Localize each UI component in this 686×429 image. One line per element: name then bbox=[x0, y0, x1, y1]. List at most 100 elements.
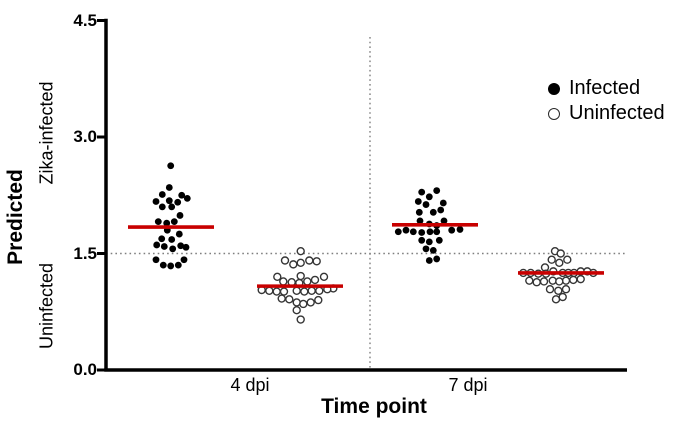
x-axis-title: Time point bbox=[321, 395, 427, 418]
data-point-open bbox=[545, 285, 555, 294]
data-point-filled bbox=[416, 217, 424, 225]
data-point-open bbox=[554, 286, 563, 295]
data-point-filled bbox=[394, 228, 402, 236]
data-point-open bbox=[303, 277, 312, 286]
data-point-open bbox=[285, 295, 294, 304]
data-point-filled bbox=[429, 208, 437, 216]
data-point-open bbox=[561, 285, 571, 294]
legend-label: Infected bbox=[569, 77, 641, 99]
data-point-filled bbox=[439, 199, 447, 207]
y-tick-label: 0.0 bbox=[73, 360, 97, 379]
data-point-filled bbox=[176, 212, 184, 219]
data-point-filled bbox=[165, 197, 173, 205]
data-point-filled bbox=[425, 238, 433, 246]
data-point-filled bbox=[178, 191, 186, 199]
data-point-open bbox=[312, 257, 321, 266]
data-point-filled bbox=[158, 191, 166, 198]
data-point-filled bbox=[422, 201, 430, 208]
data-point-open bbox=[279, 277, 288, 286]
data-point-filled bbox=[456, 226, 464, 233]
data-point-filled bbox=[177, 242, 185, 250]
filled-circle-icon bbox=[548, 82, 560, 95]
data-point-filled bbox=[152, 256, 160, 264]
data-point-filled bbox=[409, 228, 417, 236]
data-point-open bbox=[547, 255, 556, 264]
y-region-label-upper: Zika-infected bbox=[36, 81, 57, 185]
data-point-open bbox=[555, 258, 564, 268]
data-point-open bbox=[539, 277, 549, 286]
data-point-filled bbox=[167, 262, 175, 270]
data-point-open bbox=[569, 275, 578, 285]
data-point-filled bbox=[448, 226, 456, 234]
open-circle-icon bbox=[548, 107, 560, 120]
data-point-filled bbox=[158, 203, 166, 211]
legend-item-infected: Infected bbox=[548, 76, 665, 101]
data-point-filled bbox=[429, 246, 437, 254]
data-point-open bbox=[296, 258, 305, 268]
data-point-filled bbox=[154, 218, 162, 226]
data-point-open bbox=[277, 294, 286, 303]
data-point-open bbox=[279, 287, 289, 296]
data-point-filled bbox=[440, 217, 448, 225]
data-point-open bbox=[548, 276, 557, 285]
data-point-open bbox=[296, 315, 305, 324]
data-point-open bbox=[314, 295, 323, 305]
legend-label: Uninfected bbox=[569, 102, 665, 124]
data-point-open bbox=[299, 299, 308, 309]
data-point-filled bbox=[433, 228, 441, 236]
data-point-filled bbox=[425, 193, 433, 201]
data-point-filled bbox=[169, 245, 177, 253]
data-point-filled bbox=[153, 241, 161, 249]
data-point-filled bbox=[159, 261, 167, 269]
data-point-open bbox=[306, 298, 315, 307]
data-point-filled bbox=[168, 203, 176, 211]
data-point-filled bbox=[433, 255, 441, 263]
data-point-open bbox=[525, 276, 534, 285]
data-point-filled bbox=[180, 256, 188, 264]
data-point-open bbox=[551, 295, 561, 304]
data-point-filled bbox=[437, 206, 445, 214]
data-point-open bbox=[532, 278, 541, 287]
data-point-open bbox=[561, 276, 571, 285]
data-point-open bbox=[558, 292, 567, 302]
data-point-open bbox=[292, 305, 301, 315]
data-point-filled bbox=[418, 229, 426, 236]
data-point-filled bbox=[163, 219, 171, 227]
data-point-filled bbox=[182, 243, 190, 251]
data-point-filled bbox=[418, 188, 426, 196]
data-point-open bbox=[272, 287, 281, 296]
data-point-open bbox=[319, 272, 329, 281]
data-point-open bbox=[296, 271, 305, 281]
data-point-filled bbox=[158, 235, 166, 243]
data-point-filled bbox=[422, 245, 430, 253]
data-point-open bbox=[307, 286, 316, 295]
data-point-filled bbox=[414, 198, 422, 205]
data-point-filled bbox=[426, 228, 434, 236]
data-point-open bbox=[292, 286, 301, 295]
data-point-filled bbox=[418, 236, 426, 244]
data-point-filled bbox=[425, 257, 433, 264]
data-point-filled bbox=[175, 230, 183, 238]
data-point-open bbox=[555, 277, 564, 286]
data-point-open bbox=[265, 286, 274, 295]
data-point-filled bbox=[165, 184, 173, 191]
data-point-filled bbox=[160, 243, 168, 250]
legend-item-uninfected: Uninfected bbox=[548, 101, 665, 126]
data-point-open bbox=[556, 249, 565, 258]
data-point-open bbox=[296, 246, 305, 256]
data-point-open bbox=[563, 255, 572, 264]
data-point-open bbox=[280, 256, 290, 265]
data-point-open bbox=[310, 275, 320, 285]
data-point-open bbox=[289, 260, 298, 269]
data-point-filled bbox=[433, 187, 441, 194]
y-tick-label: 4.5 bbox=[73, 11, 97, 30]
y-tick-label: 3.0 bbox=[73, 127, 97, 146]
x-category-label-7dpi: 7 dpi bbox=[448, 375, 488, 395]
data-point-open bbox=[292, 298, 301, 307]
data-point-filled bbox=[415, 208, 423, 216]
data-point-filled bbox=[174, 261, 182, 269]
data-point-filled bbox=[174, 198, 182, 206]
data-point-filled bbox=[435, 236, 443, 244]
